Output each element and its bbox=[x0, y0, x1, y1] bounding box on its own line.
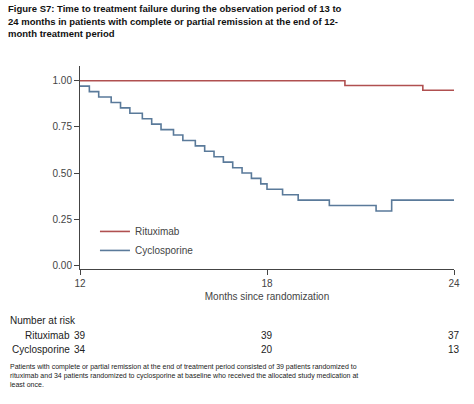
svg-text:13: 13 bbox=[448, 344, 460, 355]
svg-text:20: 20 bbox=[261, 344, 273, 355]
svg-text:Number at risk: Number at risk bbox=[10, 315, 76, 326]
svg-text:Figure S7: Time to treatment f: Figure S7: Time to treatment failure dur… bbox=[8, 3, 342, 39]
svg-text:18: 18 bbox=[261, 278, 273, 289]
svg-text:37: 37 bbox=[448, 330, 460, 341]
svg-text:Months since randomization: Months since randomization bbox=[205, 291, 330, 302]
svg-text:0.75: 0.75 bbox=[53, 121, 73, 132]
svg-text:12: 12 bbox=[74, 278, 86, 289]
svg-text:Cyclosporine: Cyclosporine bbox=[135, 245, 193, 256]
svg-text:Patients with complete or part: Patients with complete or partial remiss… bbox=[10, 363, 358, 388]
svg-text:Rituximab: Rituximab bbox=[135, 226, 180, 237]
svg-text:34: 34 bbox=[74, 344, 86, 355]
svg-text:24: 24 bbox=[448, 278, 460, 289]
svg-text:Rituximab: Rituximab bbox=[25, 330, 70, 341]
svg-text:1.00: 1.00 bbox=[53, 75, 73, 86]
svg-text:39: 39 bbox=[261, 330, 273, 341]
svg-text:0.00: 0.00 bbox=[53, 260, 73, 271]
svg-text:0.50: 0.50 bbox=[53, 168, 73, 179]
svg-text:Cyclosporine: Cyclosporine bbox=[12, 344, 70, 355]
svg-text:0.25: 0.25 bbox=[53, 214, 73, 225]
svg-text:39: 39 bbox=[74, 330, 86, 341]
